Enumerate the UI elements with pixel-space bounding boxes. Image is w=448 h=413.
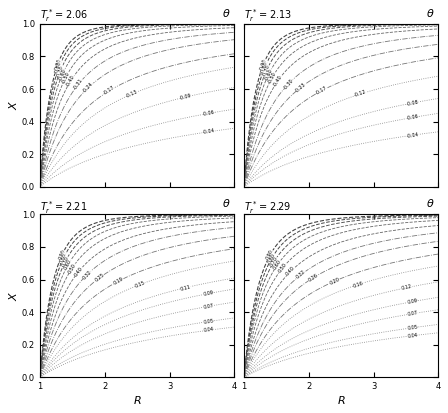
Text: $\theta$: $\theta$: [222, 7, 231, 19]
Text: -0.80: -0.80: [54, 61, 63, 75]
Text: 0.40: 0.40: [285, 266, 296, 277]
Text: $\theta$: $\theta$: [222, 197, 231, 209]
Text: -0.90: -0.90: [53, 58, 62, 71]
Text: -0.70: -0.70: [262, 64, 271, 78]
Text: -0.06: -0.06: [406, 114, 419, 121]
Text: -0.06: -0.06: [202, 110, 215, 117]
Y-axis label: $X$: $X$: [7, 291, 19, 301]
Text: 0.70: 0.70: [269, 256, 279, 268]
Text: 0.05: 0.05: [203, 318, 214, 325]
Text: -0.09: -0.09: [178, 93, 192, 101]
Text: 0.60: 0.60: [63, 259, 73, 271]
Text: 0.09: 0.09: [407, 298, 418, 305]
Text: 0.09: 0.09: [203, 290, 214, 297]
Text: -0.04: -0.04: [406, 132, 419, 139]
Text: 0.20: 0.20: [329, 277, 340, 286]
Text: -0.13: -0.13: [125, 89, 139, 99]
Text: 0.40: 0.40: [73, 266, 84, 277]
Text: 0.70: 0.70: [61, 256, 70, 267]
Text: 0.12: 0.12: [401, 284, 413, 291]
Text: $T_r^* = 2.29$: $T_r^* = 2.29$: [244, 200, 291, 216]
Text: $\theta$: $\theta$: [426, 197, 435, 209]
Text: -0.17: -0.17: [315, 85, 328, 96]
Text: 0.60: 0.60: [272, 259, 282, 271]
Text: -0.50: -0.50: [267, 71, 277, 85]
Text: -0.60: -0.60: [58, 68, 67, 81]
Text: -0.40: -0.40: [65, 74, 76, 88]
Text: -0.70: -0.70: [56, 64, 65, 78]
Text: 0.32: 0.32: [295, 269, 307, 280]
Text: 0.25: 0.25: [94, 273, 105, 283]
Text: -0.40: -0.40: [272, 74, 284, 88]
Text: -0.50: -0.50: [61, 71, 71, 84]
Text: 0.90: 0.90: [58, 249, 66, 261]
Text: 0.11: 0.11: [180, 284, 191, 292]
Text: 0.04: 0.04: [407, 332, 418, 339]
Text: -0.90: -0.90: [259, 58, 268, 71]
Text: 0.05: 0.05: [407, 325, 418, 331]
Text: 0.07: 0.07: [407, 310, 418, 317]
Text: 0.15: 0.15: [134, 280, 146, 289]
Text: -0.17: -0.17: [103, 85, 116, 96]
Y-axis label: $X$: $X$: [7, 100, 19, 110]
Text: $T_r^* = 2.06$: $T_r^* = 2.06$: [40, 7, 88, 24]
Text: $T_r^* = 2.21$: $T_r^* = 2.21$: [40, 200, 87, 216]
Text: -0.80: -0.80: [260, 61, 269, 75]
Text: 0.80: 0.80: [59, 252, 68, 264]
Text: $\theta$: $\theta$: [426, 7, 435, 19]
Text: 0.19: 0.19: [112, 276, 125, 286]
X-axis label: $R$: $R$: [133, 394, 142, 406]
Text: 0.80: 0.80: [267, 252, 276, 264]
X-axis label: $R$: $R$: [337, 394, 345, 406]
Text: 0.50: 0.50: [277, 262, 288, 274]
Text: 0.50: 0.50: [67, 262, 77, 274]
Text: 0.90: 0.90: [266, 249, 275, 261]
Text: 0.04: 0.04: [203, 327, 214, 333]
Text: 0.16: 0.16: [353, 280, 365, 289]
Text: -0.23: -0.23: [294, 81, 307, 93]
Text: -0.31: -0.31: [73, 78, 84, 91]
Text: -0.30: -0.30: [282, 78, 294, 90]
Text: -0.08: -0.08: [406, 99, 419, 107]
Text: -0.04: -0.04: [202, 128, 215, 135]
Text: -0.24: -0.24: [82, 81, 95, 94]
Text: $T_r^* = 2.13$: $T_r^* = 2.13$: [244, 7, 292, 24]
Text: -0.60: -0.60: [264, 68, 273, 81]
Text: -0.12: -0.12: [354, 90, 367, 98]
Text: 0.07: 0.07: [202, 303, 214, 310]
Text: 0.26: 0.26: [307, 273, 319, 283]
Text: 0.32: 0.32: [82, 269, 93, 280]
